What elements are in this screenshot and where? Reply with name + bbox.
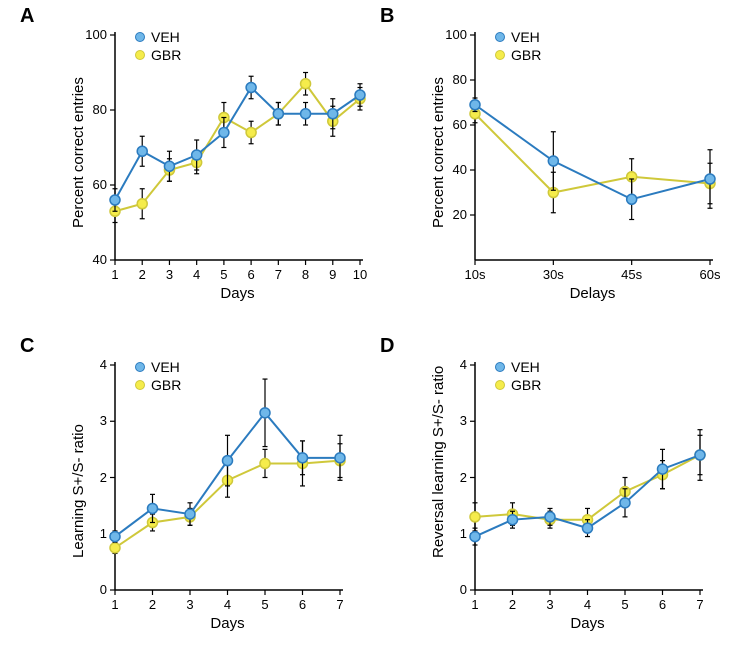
legend-item-gbr: GBR [495,46,541,64]
xtick-label: 3 [154,267,184,282]
panel-label-b: B [380,5,394,28]
legend-marker-icon [135,380,145,390]
xtick-label: 2 [127,267,157,282]
panel-label-c: C [20,335,34,358]
xtick-label: 7 [263,267,293,282]
ytick-label: 4 [100,357,107,372]
legend: VEH GBR [135,28,181,64]
ytick-label: 20 [453,207,467,222]
ytick-label: 1 [100,526,107,541]
legend-marker-icon [495,50,505,60]
panel-a-svg [40,10,370,310]
ytick-label: 80 [453,72,467,87]
ytick-label: 3 [100,413,107,428]
legend-text: GBR [511,377,541,393]
xtick-label: 10s [460,267,490,282]
legend-item-gbr: GBR [135,376,181,394]
xtick-label: 10 [345,267,375,282]
legend-text: GBR [151,47,181,63]
panel-b-svg [400,10,730,310]
ytick-label: 1 [460,526,467,541]
xtick-label: 7 [685,597,715,612]
y-axis-label: Percent correct entries [70,77,87,228]
panel-c-svg [40,340,370,640]
xtick-label: 1 [100,597,130,612]
legend-marker-icon [135,50,145,60]
panel-b: B2040608010010s30s45s60sPercent correct … [400,10,730,310]
legend-item-gbr: GBR [135,46,181,64]
ytick-label: 2 [460,470,467,485]
xtick-label: 6 [288,597,318,612]
xtick-label: 1 [460,597,490,612]
panel-a: A40608010012345678910Percent correct ent… [40,10,370,310]
panel-label-d: D [380,335,394,358]
xtick-label: 60s [695,267,725,282]
legend-marker-icon [495,362,505,372]
ytick-label: 4 [460,357,467,372]
figure-root: A40608010012345678910Percent correct ent… [0,0,750,658]
xtick-label: 4 [213,597,243,612]
x-axis-label: Days [558,615,618,632]
legend-text: VEH [151,359,180,375]
xtick-label: 6 [648,597,678,612]
x-axis-label: Delays [563,285,623,302]
xtick-label: 3 [535,597,565,612]
xtick-label: 2 [498,597,528,612]
legend-text: GBR [151,377,181,393]
xtick-label: 4 [182,267,212,282]
xtick-label: 9 [318,267,348,282]
legend-item-veh: VEH [495,358,541,376]
ytick-label: 2 [100,470,107,485]
xtick-label: 1 [100,267,130,282]
ytick-label: 60 [453,117,467,132]
panel-c: C012341234567Learning S+/S- ratioDaysVEH… [40,340,370,640]
ytick-label: 0 [460,582,467,597]
legend-text: VEH [151,29,180,45]
legend-text: VEH [511,29,540,45]
y-axis-label: Learning S+/S- ratio [70,424,87,558]
legend-item-gbr: GBR [495,376,541,394]
ytick-label: 80 [93,102,107,117]
xtick-label: 3 [175,597,205,612]
x-axis-label: Days [198,615,258,632]
legend-text: VEH [511,359,540,375]
legend: VEH GBR [495,28,541,64]
xtick-label: 8 [291,267,321,282]
xtick-label: 45s [617,267,647,282]
legend: VEH GBR [135,358,181,394]
ytick-label: 60 [93,177,107,192]
legend-marker-icon [495,32,505,42]
xtick-label: 5 [610,597,640,612]
legend-text: GBR [511,47,541,63]
legend-item-veh: VEH [135,358,181,376]
xtick-label: 6 [236,267,266,282]
ytick-label: 0 [100,582,107,597]
xtick-label: 7 [325,597,355,612]
panel-d: D012341234567Reversal learning S+/S- rat… [400,340,730,640]
legend-marker-icon [135,32,145,42]
xtick-label: 2 [138,597,168,612]
xtick-label: 4 [573,597,603,612]
legend-item-veh: VEH [495,28,541,46]
legend: VEH GBR [495,358,541,394]
legend-marker-icon [135,362,145,372]
panel-d-svg [400,340,730,640]
ytick-label: 100 [85,27,107,42]
xtick-label: 5 [250,597,280,612]
xtick-label: 30s [538,267,568,282]
panel-label-a: A [20,5,34,28]
ytick-label: 3 [460,413,467,428]
legend-marker-icon [495,380,505,390]
xtick-label: 5 [209,267,239,282]
ytick-label: 40 [453,162,467,177]
y-axis-label: Percent correct entries [430,77,447,228]
legend-item-veh: VEH [135,28,181,46]
y-axis-label: Reversal learning S+/S- ratio [430,365,447,557]
x-axis-label: Days [208,285,268,302]
ytick-label: 40 [93,252,107,267]
ytick-label: 100 [445,27,467,42]
